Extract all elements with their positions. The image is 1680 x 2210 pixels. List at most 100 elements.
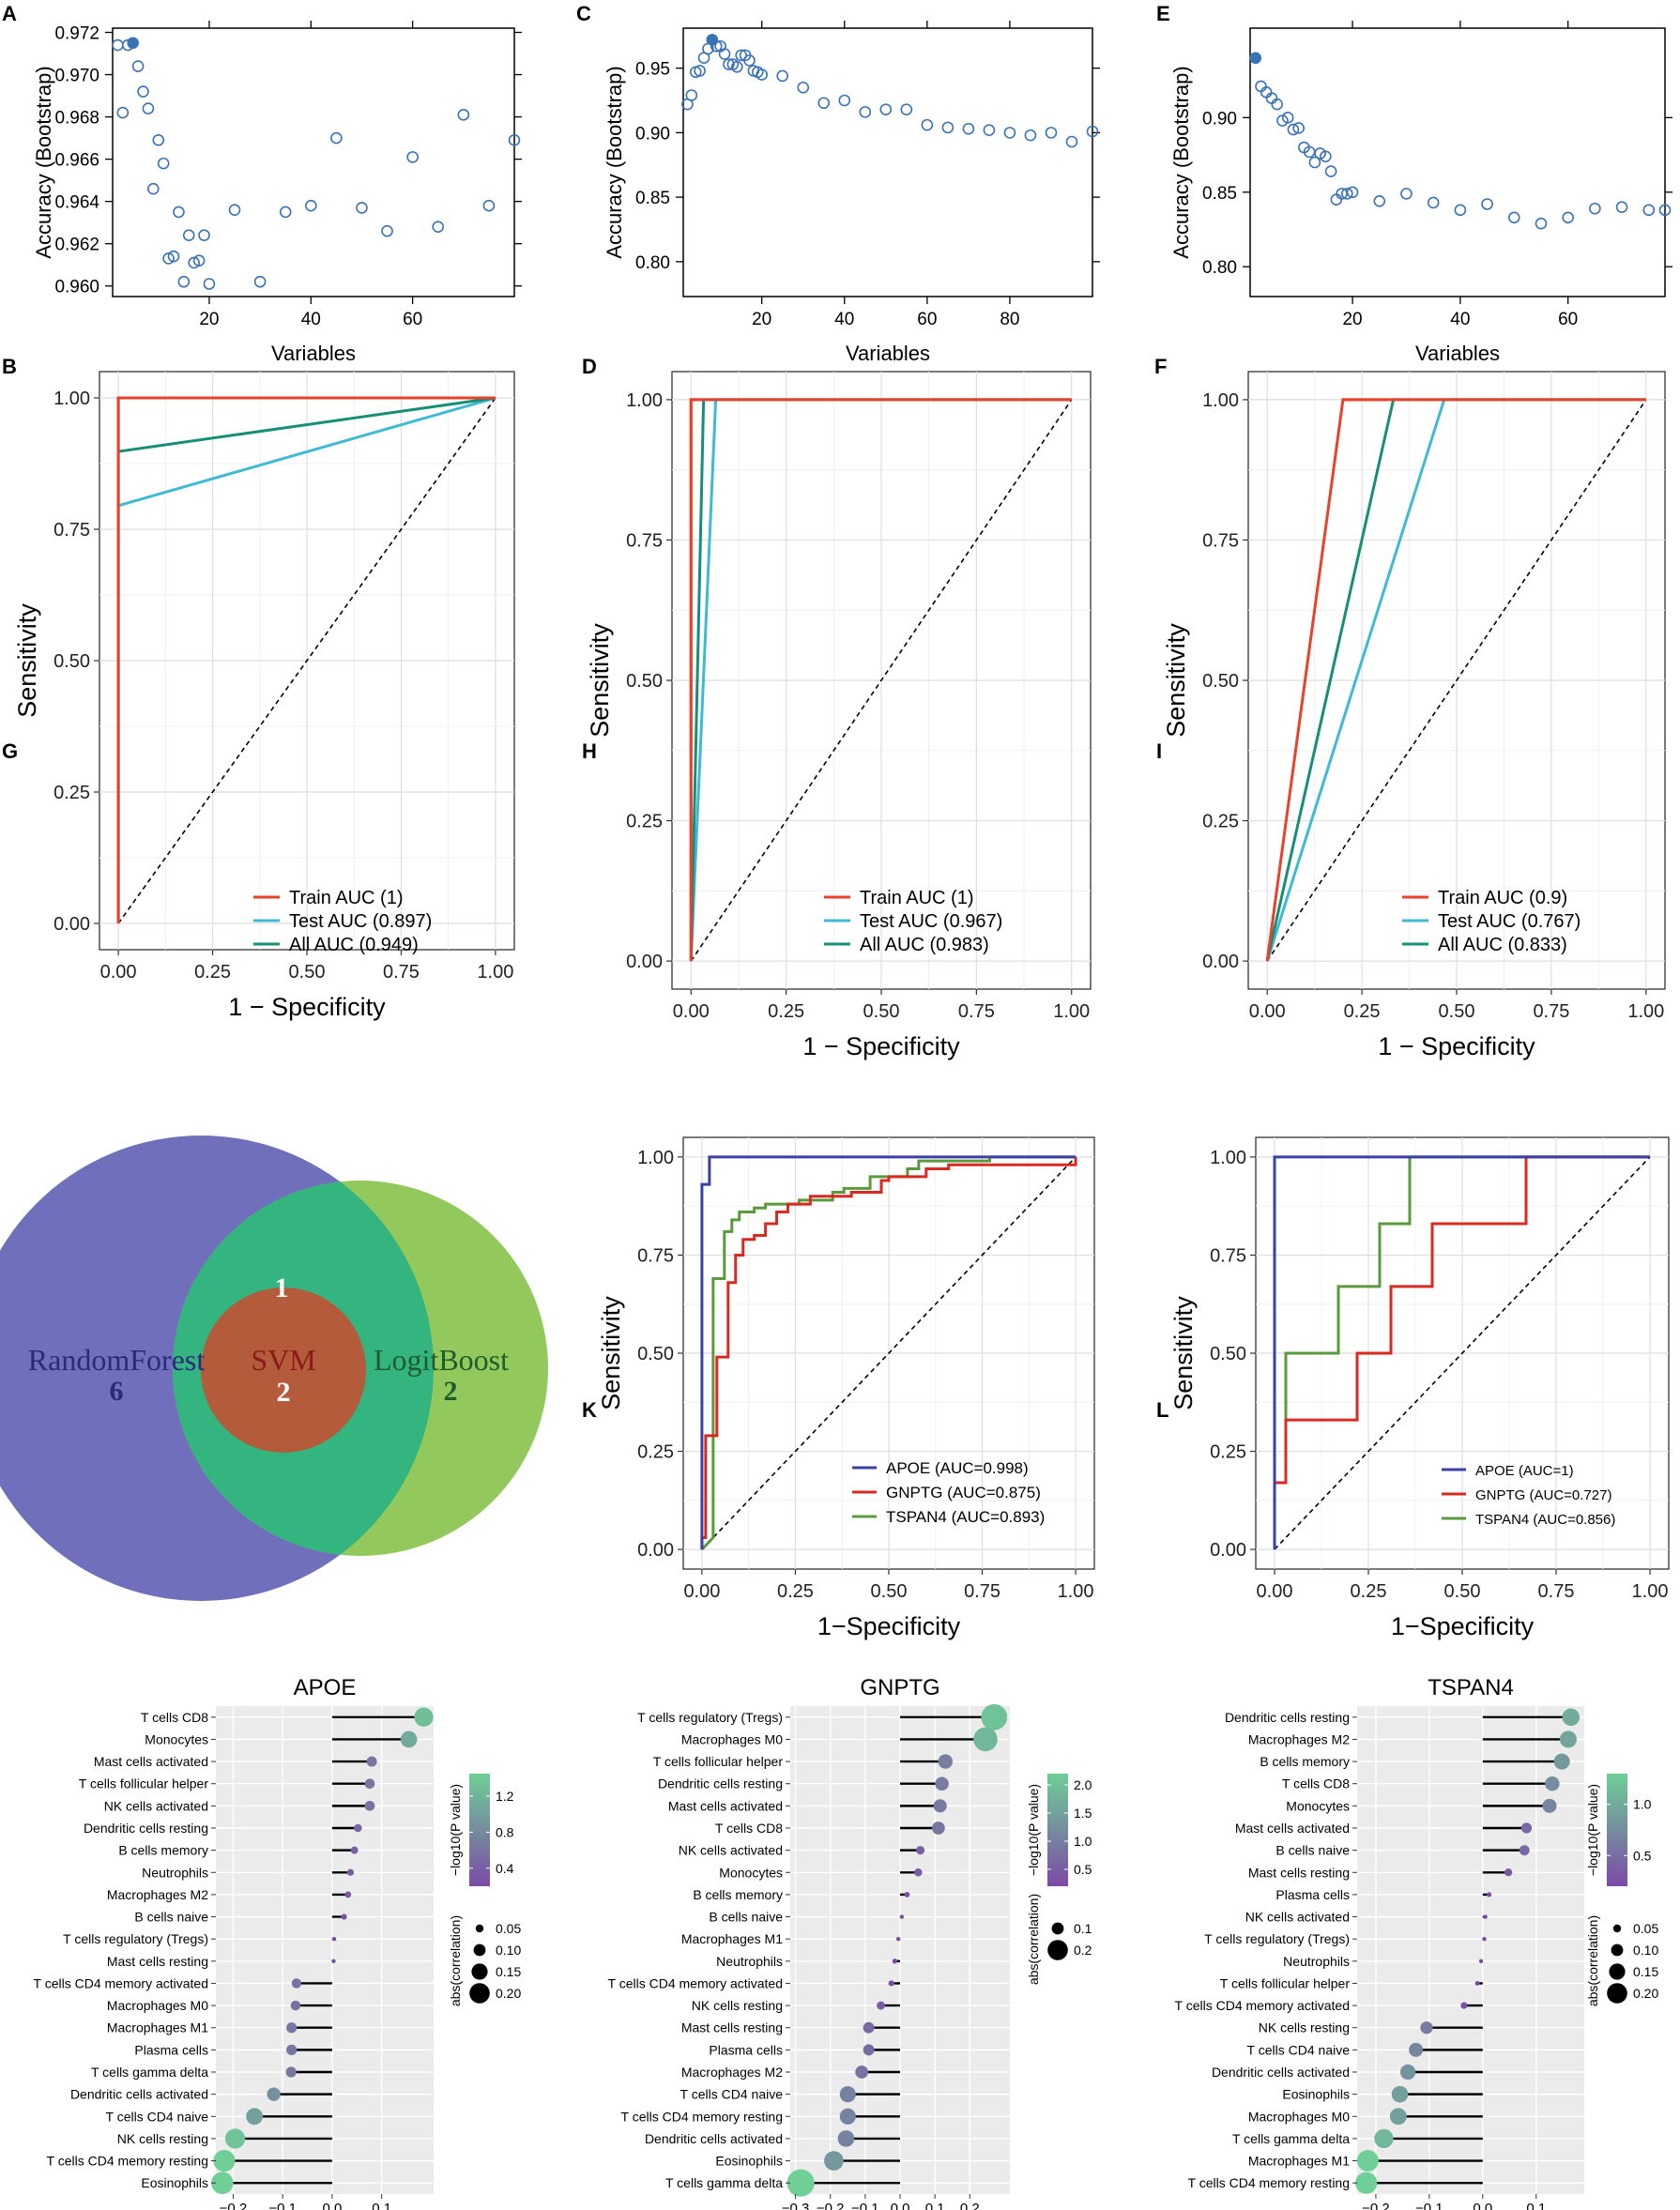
lollipop-dot <box>364 1778 375 1790</box>
panel-letter-L: L <box>1156 1398 1168 1422</box>
x-tick-label: 40 <box>834 310 854 329</box>
legend-label: Train AUC (1) <box>289 888 404 908</box>
data-point <box>152 134 165 146</box>
data-point <box>983 124 996 136</box>
lollipop-dot <box>824 2151 844 2171</box>
y-tick-label: 0.95 <box>635 60 670 80</box>
category-label: T cells regulatory (Tregs) <box>63 1931 208 1946</box>
y-axis-label: Accuracy (Bootstrap) <box>603 66 626 258</box>
y-tick-label: 0.962 <box>54 236 99 255</box>
category-label: Plasma cells <box>1275 1887 1350 1902</box>
x-tick-label: −0.2 <box>1362 2201 1390 2210</box>
data-point <box>1642 204 1656 217</box>
panel-letter-E: E <box>1156 2 1170 25</box>
x-tick-label: 1.00 <box>1632 1581 1669 1602</box>
size-legend-dot <box>1609 1963 1626 1980</box>
lollipop-dot <box>246 2108 264 2126</box>
lollipop-dot <box>892 1959 898 1964</box>
data-point <box>142 102 155 114</box>
venn-set-svm <box>201 1288 366 1453</box>
venn-randomforest-count: 6 <box>110 1376 124 1407</box>
lollipop-dot <box>1559 1730 1577 1748</box>
lollipop-dot <box>1542 1798 1557 1813</box>
legend-label: APOE (AUC=1) <box>1475 1463 1574 1479</box>
x-tick-label: 0.00 <box>1257 1581 1293 1602</box>
lollipop-dot <box>364 1801 375 1811</box>
x-tick-label: 0.75 <box>1538 1581 1575 1602</box>
diagonal-reference <box>117 397 496 924</box>
legend-label: APOE (AUC=0.998) <box>886 1459 1029 1477</box>
category-label: Dendritic cells activated <box>1212 2065 1350 2080</box>
category-label: Eosinophils <box>715 2154 783 2169</box>
roc-curve <box>700 1155 1077 1551</box>
category-label: NK cells resting <box>117 2131 208 2146</box>
x-tick-label: 0.00 <box>683 1581 720 1602</box>
selected-point <box>127 37 139 50</box>
y-tick-label: 0.75 <box>637 1245 674 1266</box>
data-point <box>1287 123 1300 136</box>
lollipop-dot <box>354 1823 362 1833</box>
x-tick-label: 0.50 <box>1439 1001 1475 1022</box>
lollipop-dot <box>400 1730 418 1748</box>
y-tick-label: 0.90 <box>635 124 670 144</box>
data-point <box>198 229 210 241</box>
data-point <box>1373 195 1386 207</box>
roc-curve-train-overlay <box>689 398 705 962</box>
size-legend-title: abs(correlation) <box>448 1915 463 2006</box>
lollipop-dot <box>1391 2085 1409 2103</box>
data-point <box>718 48 731 60</box>
roc-curve <box>700 1156 1077 1550</box>
category-label: T cells CD4 memory resting <box>621 2109 783 2124</box>
lollipop-dot <box>904 1892 910 1898</box>
roc-chart-H: 0.00 0.00 0.25 0.25 0.50 0.50 0.75 0.75 1.00 1.00… <box>597 1136 1095 1640</box>
color-legend-bar <box>469 1774 490 1886</box>
lollipop-dot <box>1374 2128 1394 2149</box>
x-axis-label: 1−Specificity <box>817 1612 961 1640</box>
lollipop-dot <box>935 1776 949 1791</box>
lollipop-dot <box>286 2044 298 2055</box>
x-tick-label: 0.75 <box>958 1001 995 1022</box>
x-tick-label: 0.25 <box>194 962 231 983</box>
data-point <box>508 134 521 146</box>
legend-label: TSPAN4 (AUC=0.856) <box>1475 1512 1615 1528</box>
lollipop-dot <box>1504 1868 1513 1877</box>
venn-svm-label: SVM <box>251 1343 315 1377</box>
data-point <box>1400 188 1413 200</box>
y-tick-label: 0.50 <box>1210 1344 1246 1364</box>
x-tick-label: 60 <box>1558 310 1578 329</box>
panel-letter-B: B <box>2 355 17 378</box>
category-label: T cells regulatory (Tregs) <box>637 1710 783 1725</box>
data-point <box>330 131 343 145</box>
category-label: B cells naive <box>709 1910 783 1925</box>
y-tick-label: 0.25 <box>1210 1442 1246 1463</box>
x-tick-label: 40 <box>301 310 321 329</box>
x-tick-label: 0.0 <box>891 2201 910 2210</box>
category-label: NK cells activated <box>1245 1910 1350 1925</box>
diagonal-reference <box>1274 1156 1651 1550</box>
y-tick-label: 0.50 <box>53 651 90 672</box>
venn-logitboost-label: LogitBoost <box>374 1343 509 1377</box>
category-label: T cells CD4 naive <box>680 2087 784 2102</box>
lollipop-dot <box>213 2149 236 2172</box>
lollipop-dot <box>914 1867 923 1877</box>
roc-curve <box>700 1155 1077 1550</box>
lollipop-dot <box>331 1959 336 1963</box>
y-tick-label: 0.50 <box>626 671 663 692</box>
lollipop-dot <box>1460 2002 1468 2009</box>
x-tick-label: 0.2 <box>960 2201 980 2210</box>
lollipop-dot <box>863 2044 875 2056</box>
y-tick-label: 1.00 <box>637 1148 674 1168</box>
lollipop-dot <box>224 2128 246 2149</box>
lollipop-dot <box>981 1703 1008 1730</box>
x-tick-label: 20 <box>199 310 219 329</box>
category-label: Macrophages M2 <box>1248 1731 1350 1746</box>
x-tick-label: 0.50 <box>863 1001 900 1022</box>
diagonal-reference <box>1266 399 1647 962</box>
plot-frame <box>682 27 1093 297</box>
venn-logitboost-count: 2 <box>444 1376 458 1407</box>
y-tick-label: 0.00 <box>1202 952 1239 972</box>
color-legend-bar <box>1607 1774 1627 1886</box>
y-tick-label: 0.970 <box>54 67 99 86</box>
color-legend-title: −log10(P value) <box>1026 1784 1041 1876</box>
color-legend-label: 1.0 <box>1074 1834 1092 1849</box>
